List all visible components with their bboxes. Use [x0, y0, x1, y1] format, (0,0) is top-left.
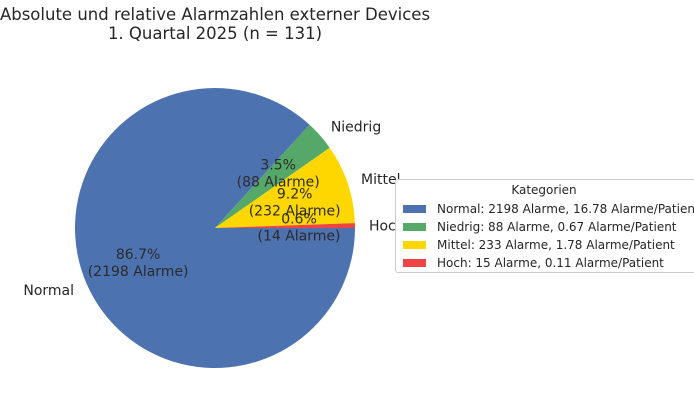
pie-labels: Normal 86.7% (2198 Alarme) Niedrig 3.5% (88 A… — [23, 119, 404, 299]
legend-swatch-normal — [403, 205, 426, 213]
chart-subtitle: 1. Quartal 2025 (n = 131) — [108, 24, 322, 43]
legend-label-hoch: Hoch: 15 Alarme, 0.11 Alarme/Patient — [437, 256, 664, 270]
legend-label-mittel: Mittel: 233 Alarme, 1.78 Alarme/Patient — [437, 238, 675, 252]
pie-slice-mittel — [215, 147, 355, 228]
pct-label-mittel: 9.2% (232 Alarme) — [249, 186, 341, 219]
pie-slice-hoch — [215, 223, 355, 228]
legend-swatch-hoch — [403, 259, 426, 267]
legend-label-normal: Normal: 2198 Alarme, 16.78 Alarme/Patien… — [437, 202, 694, 216]
slice-label-mittel: Mittel — [361, 172, 400, 188]
chart-title: Absolute und relative Alarmzahlen extern… — [0, 5, 430, 24]
legend-item-mittel: Mittel: 233 Alarme, 1.78 Alarme/Patient — [403, 237, 675, 253]
pct-label-hoch: 0.6% (14 Alarme) — [257, 212, 340, 245]
pie-slices — [75, 88, 355, 369]
pie-slice-normal — [75, 88, 355, 369]
slice-label-niedrig: Niedrig — [331, 119, 381, 135]
legend: Kategorien Normal: 2198 Alarme, 16.78 Al… — [395, 179, 694, 273]
legend-swatch-mittel — [403, 241, 426, 249]
legend-item-normal: Normal: 2198 Alarme, 16.78 Alarme/Patien… — [403, 201, 694, 217]
pct-label-niedrig: 3.5% (88 Alarme) — [237, 158, 320, 191]
legend-label-niedrig: Niedrig: 88 Alarme, 0.67 Alarme/Patient — [437, 220, 677, 234]
legend-swatch-niedrig — [403, 223, 426, 231]
pie-slice-niedrig — [215, 124, 330, 228]
pct-label-normal: 86.7% (2198 Alarme) — [88, 247, 189, 280]
legend-title: Kategorien — [511, 183, 577, 197]
legend-item-niedrig: Niedrig: 88 Alarme, 0.67 Alarme/Patient — [403, 219, 677, 235]
legend-item-hoch: Hoch: 15 Alarme, 0.11 Alarme/Patient — [403, 255, 664, 271]
slice-label-normal: Normal — [23, 283, 74, 299]
